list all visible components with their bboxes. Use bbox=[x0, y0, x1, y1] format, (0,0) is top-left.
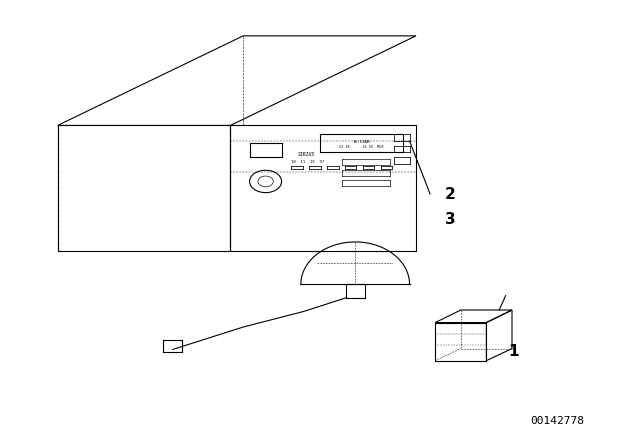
Text: SIRIUS: SIRIUS bbox=[298, 152, 315, 157]
Text: 10:13AM: 10:13AM bbox=[353, 141, 371, 144]
Text: 2: 2 bbox=[445, 187, 456, 202]
Text: 1: 1 bbox=[509, 344, 519, 359]
Text: 00142778: 00142778 bbox=[530, 416, 584, 426]
Text: 3: 3 bbox=[445, 212, 456, 227]
Text: 10  11  15  97: 10 11 15 97 bbox=[291, 160, 324, 164]
Text: 21 38      14 55  MGE: 21 38 14 55 MGE bbox=[339, 145, 384, 149]
